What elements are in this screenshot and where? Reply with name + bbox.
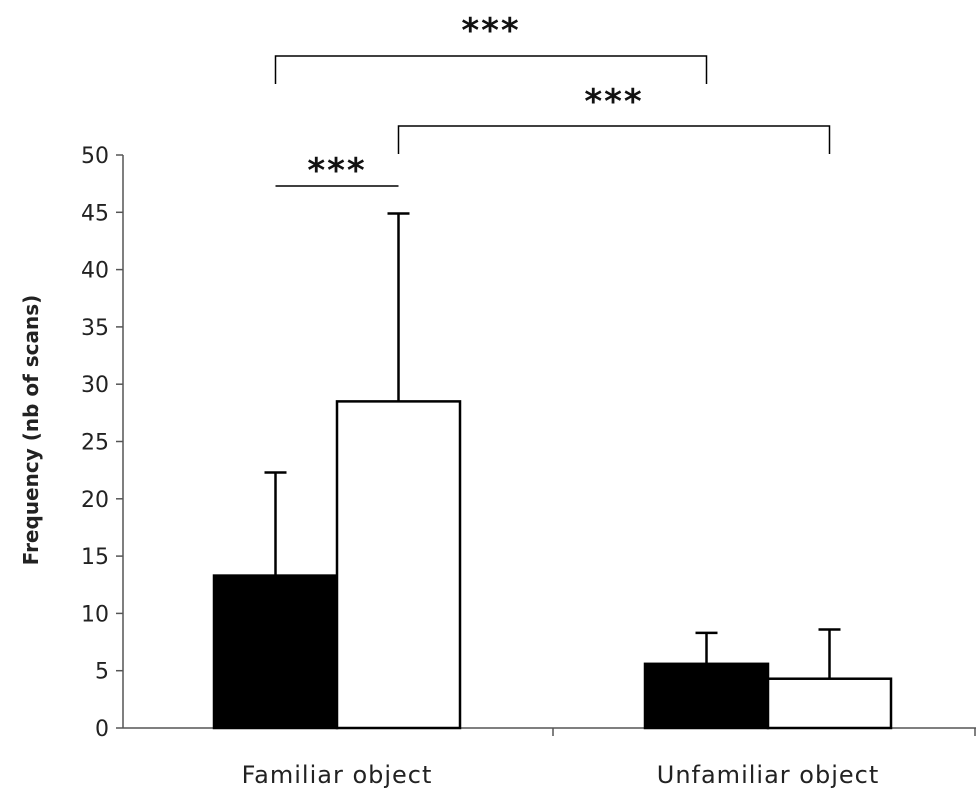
significance-label: *** xyxy=(307,151,366,191)
labels: Frequency (nb of scans) xyxy=(19,295,43,566)
bar xyxy=(643,662,770,730)
y-tick-label: 40 xyxy=(81,259,109,284)
y-tick-label: 25 xyxy=(81,431,109,456)
y-tick-label: 45 xyxy=(81,201,109,226)
x-tick-label: Familiar object xyxy=(242,761,433,789)
y-tick-label: 50 xyxy=(81,144,109,169)
significance-label: *** xyxy=(584,82,643,122)
axes: 0 5 10 15 20 25 30 35 40 45 50 Familiar object Unfam… xyxy=(81,144,976,789)
bar xyxy=(335,400,462,730)
y-tick-label: 15 xyxy=(81,545,109,570)
y-tick-label: 0 xyxy=(95,717,109,742)
y-tick-label: 10 xyxy=(81,602,109,627)
x-tick-label: Unfamiliar object xyxy=(657,761,879,789)
y-tick-label: 30 xyxy=(81,373,109,398)
significance-label: *** xyxy=(461,11,520,51)
y-tick-label: 35 xyxy=(81,316,109,341)
significance-bracket xyxy=(274,55,708,84)
y-tick-label: 20 xyxy=(81,488,109,513)
bars xyxy=(212,400,893,730)
bar xyxy=(212,574,339,730)
y-tick-label: 5 xyxy=(95,660,109,685)
error-bars xyxy=(264,212,841,679)
significance-bracket xyxy=(397,125,831,154)
significance-brackets: *** *** *** xyxy=(274,11,831,191)
y-axis-label: Frequency (nb of scans) xyxy=(19,295,43,566)
bar xyxy=(766,677,893,730)
